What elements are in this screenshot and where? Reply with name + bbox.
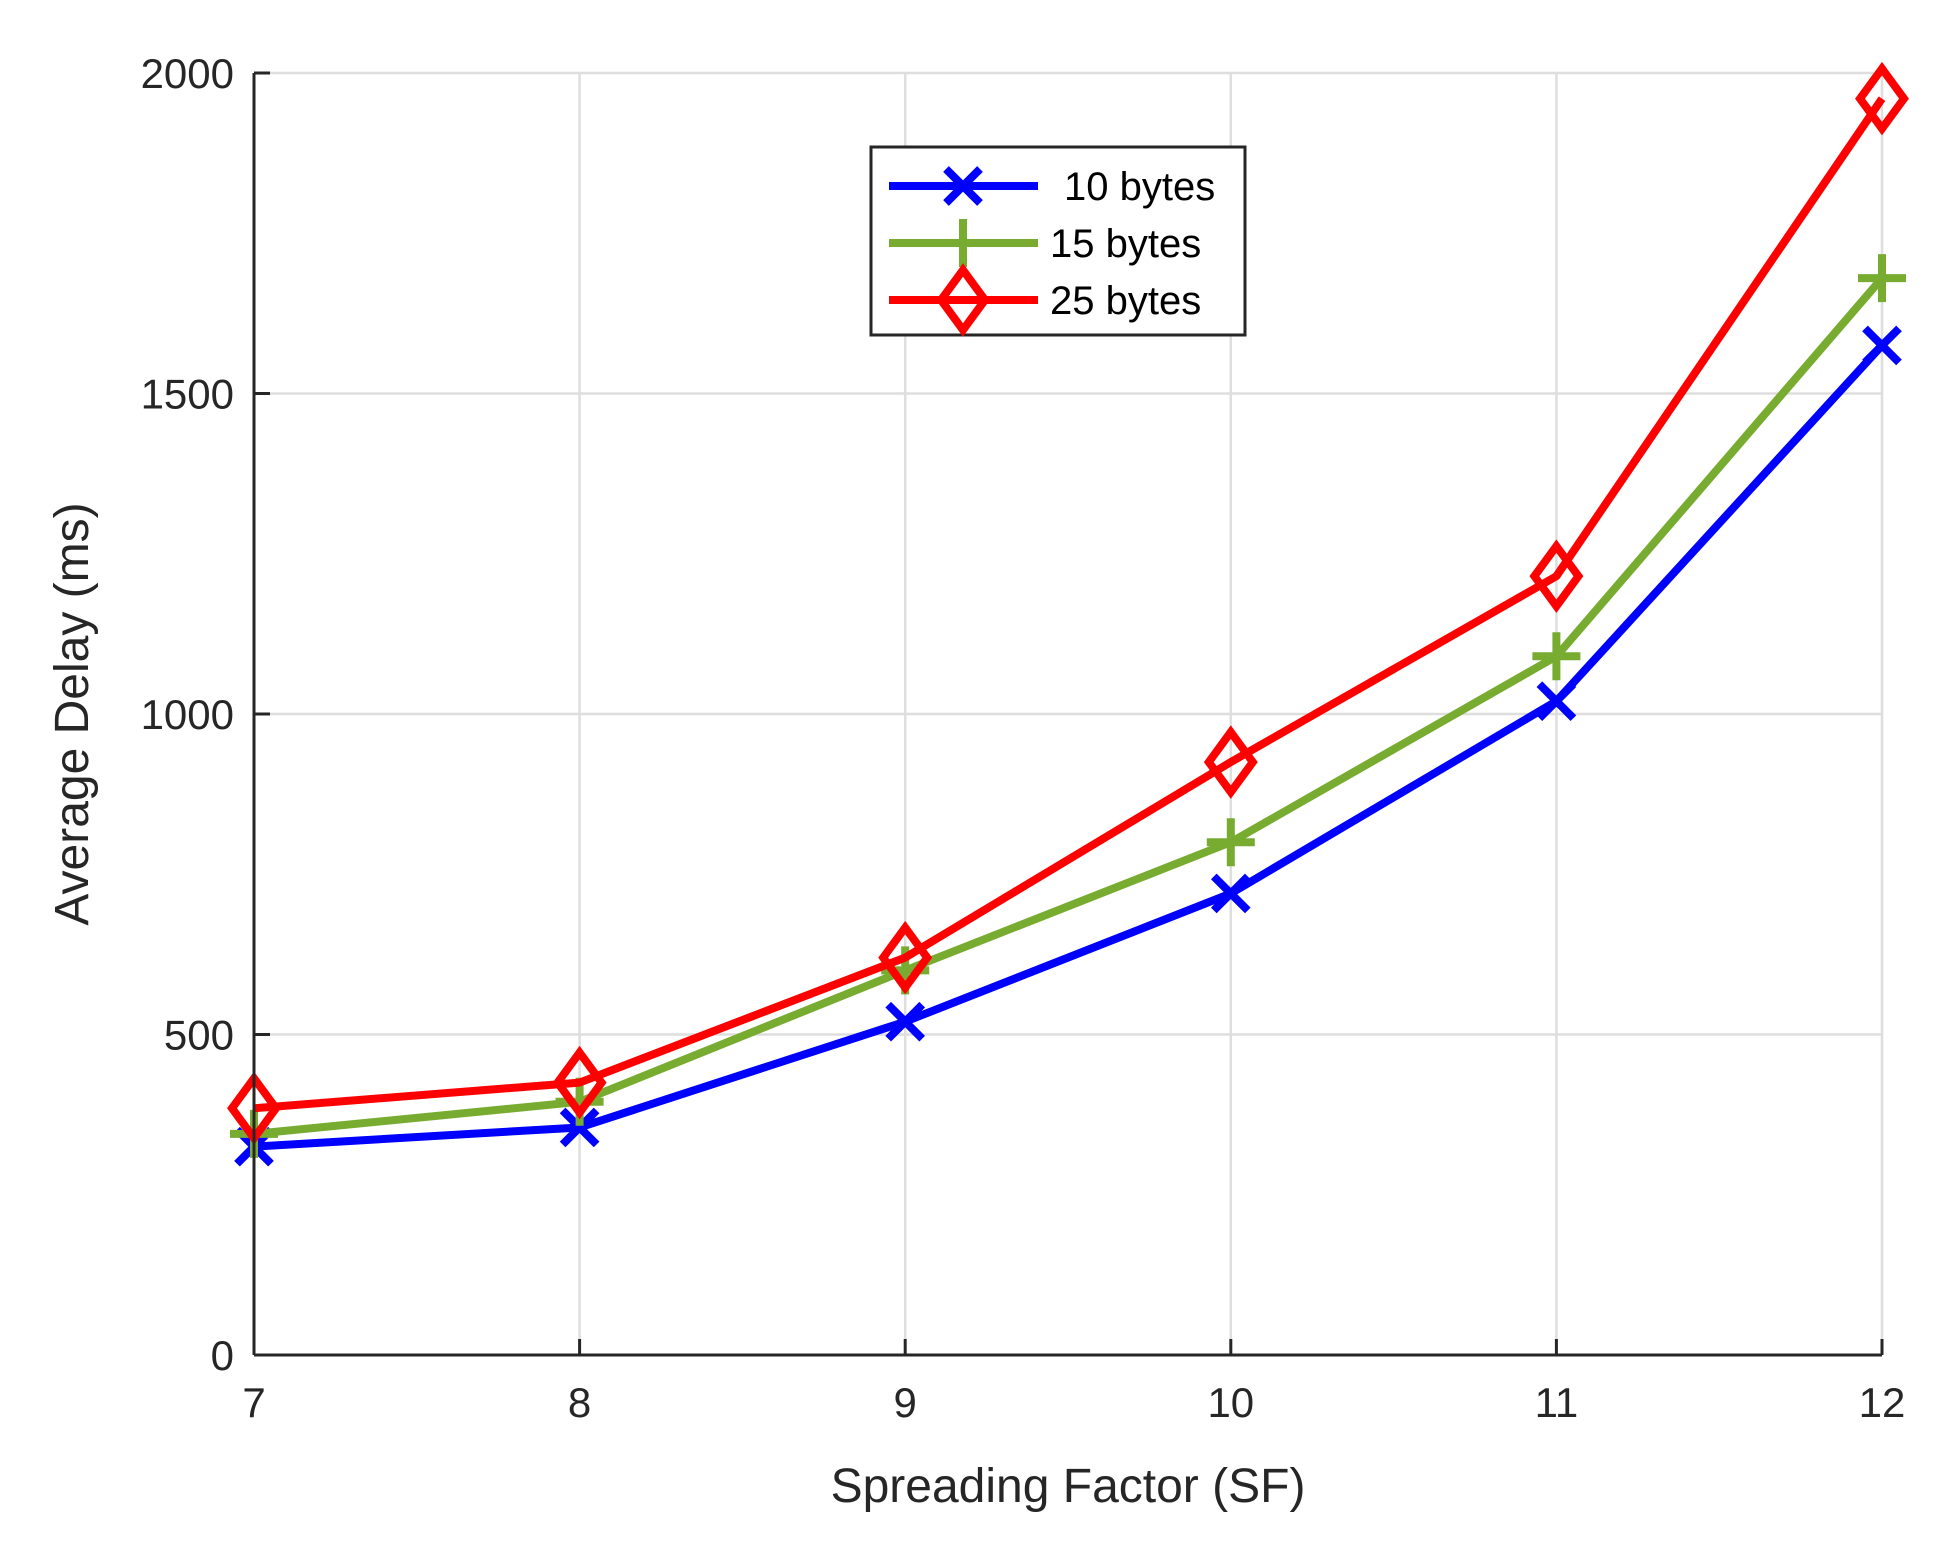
ticks: 7 8 9 10 11 12 0 500 1000 1500 2000: [141, 50, 1906, 1426]
y-tick-label: 500: [164, 1012, 234, 1059]
y-tick-label: 2000: [141, 50, 234, 97]
y-tick-label: 1500: [141, 371, 234, 418]
legend-label: 25 bytes: [1050, 279, 1201, 323]
legend-marker: [936, 263, 990, 337]
x-tick-label: 7: [242, 1379, 265, 1426]
legend-label: 10 bytes: [1064, 165, 1215, 209]
x-axis-title: Spreading Factor (SF): [831, 1460, 1306, 1513]
legend: 10 bytes 15 bytes 25 bytes: [869, 145, 1247, 337]
x-tick-label: 12: [1859, 1379, 1906, 1426]
y-axis-title: Average Delay (ms): [46, 502, 99, 925]
y-tick-label: 1000: [141, 691, 234, 738]
data-point: [1529, 539, 1584, 613]
series-0: [234, 325, 1902, 1167]
legend-label: 15 bytes: [1050, 222, 1201, 266]
data-point: [1206, 818, 1255, 867]
legend-item: 15 bytes: [889, 219, 1201, 267]
x-tick-label: 8: [568, 1379, 591, 1426]
data-point: [1210, 873, 1251, 914]
data-point: [1855, 61, 1909, 136]
data-point: [878, 920, 933, 995]
x-tick-label: 10: [1207, 1379, 1254, 1426]
data-point: [559, 1107, 600, 1148]
series-layer: [227, 61, 1909, 1167]
legend-marker: [943, 166, 983, 206]
x-tick-label: 11: [1535, 1379, 1579, 1426]
series-1: [230, 254, 1906, 1158]
legend-marker: [939, 219, 987, 267]
series-line: [253, 342, 1885, 1151]
legend-item: 10 bytes: [889, 165, 1215, 209]
y-tick-label: 0: [211, 1332, 234, 1379]
data-point: [1536, 681, 1577, 722]
data-point: [1862, 325, 1902, 366]
series-line: [253, 96, 1886, 1113]
data-point: [1532, 632, 1581, 681]
data-point: [1858, 254, 1906, 303]
legend-item: 25 bytes: [889, 263, 1201, 337]
data-point: [552, 1045, 607, 1120]
data-point: [1203, 725, 1258, 799]
x-tick-label: 9: [894, 1379, 917, 1426]
series-line: [253, 275, 1886, 1138]
data-point: [885, 1001, 926, 1042]
